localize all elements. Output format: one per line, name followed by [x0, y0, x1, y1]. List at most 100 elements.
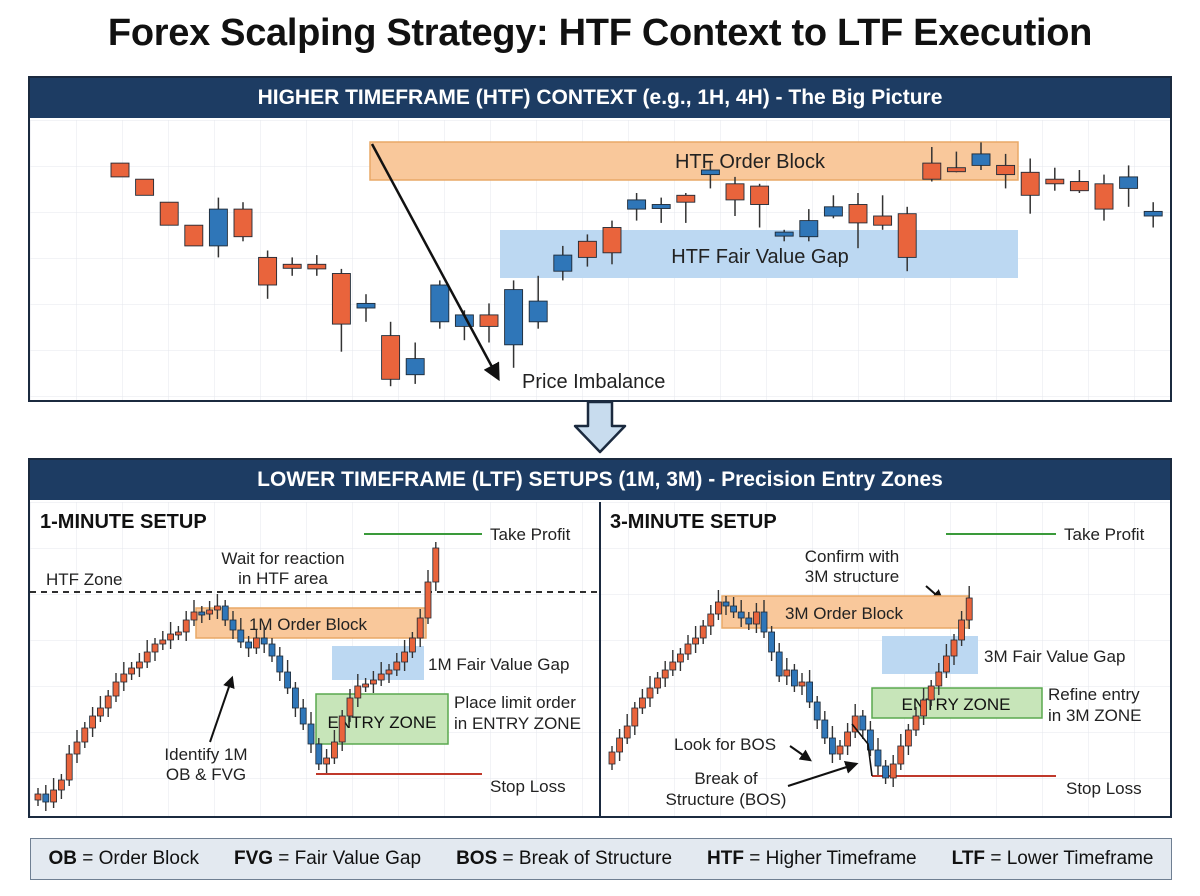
candle-body	[646, 687, 654, 699]
legend-item-bos: BOS = Break of Structure	[456, 848, 672, 870]
identify-arrow	[209, 675, 235, 743]
identify-label-1: Identify 1M	[164, 745, 247, 764]
candle-body	[479, 314, 499, 327]
candle-body	[608, 751, 616, 765]
one-minute-candle	[338, 710, 346, 751]
three-minute-candle	[677, 648, 684, 671]
htf-candle	[627, 193, 647, 221]
candle-body	[715, 601, 722, 615]
candle-body	[897, 213, 917, 258]
candle-body	[684, 643, 692, 655]
candle-body	[276, 655, 284, 673]
candle-body	[844, 731, 851, 747]
three-minute-setup: 3-MINUTE SETUP Take Profit Stop Loss Con…	[608, 511, 1145, 809]
one-minute-candle	[73, 730, 81, 763]
candle-body	[42, 793, 50, 803]
candle-body	[184, 224, 204, 247]
candle-body	[965, 597, 973, 621]
one-minute-candle	[393, 653, 401, 676]
htf-candle	[528, 275, 548, 329]
candle-body	[627, 199, 647, 210]
candle-body	[848, 204, 868, 224]
candle-body	[823, 206, 843, 217]
htf-candle	[946, 151, 966, 173]
candle-body	[677, 653, 684, 663]
candle-body	[408, 637, 416, 653]
candle-body	[198, 611, 206, 616]
one-minute-candle	[112, 673, 120, 702]
candle-body	[813, 701, 821, 721]
one-minute-candle	[377, 662, 385, 686]
one-minute-candle	[190, 600, 198, 626]
one-minute-order-block-zone	[195, 607, 427, 639]
candle-body	[775, 651, 783, 677]
candle-body	[338, 715, 346, 743]
three-minute-candle	[631, 702, 639, 735]
one-minute-candle	[416, 609, 424, 647]
look-for-bos-arrow	[789, 745, 812, 762]
candle-body	[553, 254, 573, 272]
candle-body	[867, 729, 874, 751]
candle-body	[920, 699, 927, 717]
candle-body	[943, 655, 950, 673]
one-minute-title: 1-MINUTE SETUP	[40, 511, 207, 533]
candle-body	[730, 605, 737, 613]
candle-body	[873, 215, 893, 226]
candle-body	[233, 208, 253, 238]
one-minute-candle	[229, 611, 237, 639]
three-minute-candle	[783, 658, 791, 685]
candle-body	[354, 685, 362, 699]
candle-body	[362, 683, 370, 688]
one-minute-candle	[143, 640, 151, 668]
three-minute-candle	[813, 696, 821, 729]
three-minute-candle	[859, 710, 867, 739]
one-minute-candle	[369, 671, 377, 693]
htf-candle	[848, 193, 868, 249]
htf-candle	[1020, 158, 1040, 214]
candle-body	[159, 639, 167, 645]
htf-candle	[405, 342, 425, 384]
candle-body	[1143, 210, 1163, 217]
candle-body	[783, 669, 791, 677]
three-minute-take-profit-label: Take Profit	[1064, 525, 1145, 544]
candle-body	[722, 601, 730, 607]
candle-body	[416, 617, 424, 639]
candle-body	[958, 619, 965, 641]
three-minute-candle	[867, 721, 874, 756]
candle-body	[356, 302, 376, 309]
candle-body	[760, 611, 768, 633]
candle-body	[654, 677, 661, 689]
candle-body	[707, 613, 715, 627]
legend-text: = Fair Value Gap	[273, 848, 422, 869]
candle-body	[65, 753, 73, 781]
htf-candle	[996, 153, 1016, 189]
three-minute-candle	[639, 689, 646, 714]
htf-candle	[873, 195, 893, 230]
place-limit-label-2: in ENTRY ZONE	[454, 714, 581, 733]
one-minute-order-block-label: 1M Order Block	[249, 615, 368, 634]
candle-body	[768, 631, 775, 653]
candle-body	[346, 697, 354, 717]
candle-body	[528, 300, 548, 323]
three-minute-entry-zone	[871, 687, 1043, 719]
one-minute-candle	[346, 689, 354, 722]
confirm-label-1: Confirm with	[805, 547, 899, 566]
htf-candle	[381, 321, 401, 387]
candle-body	[692, 637, 699, 645]
htf-candle	[1119, 165, 1139, 207]
one-minute-candle	[432, 542, 440, 591]
candle-body	[331, 273, 351, 325]
one-minute-candle	[401, 640, 409, 671]
one-minute-candle	[354, 674, 362, 707]
three-minute-candle	[699, 620, 707, 644]
htf-candles	[110, 142, 1163, 387]
three-minute-candle	[768, 626, 775, 661]
one-minute-stop-loss-label: Stop Loss	[490, 777, 566, 796]
three-minute-candle	[905, 724, 912, 755]
one-minute-take-profit-label: Take Profit	[490, 525, 571, 544]
break-structure-label-2: Structure (BOS)	[666, 790, 787, 809]
ltf-charts: 1-MINUTE SETUP HTF Zone Take Profit Stop…	[30, 502, 1170, 816]
candle-body	[623, 725, 631, 739]
three-minute-candle	[965, 586, 973, 629]
